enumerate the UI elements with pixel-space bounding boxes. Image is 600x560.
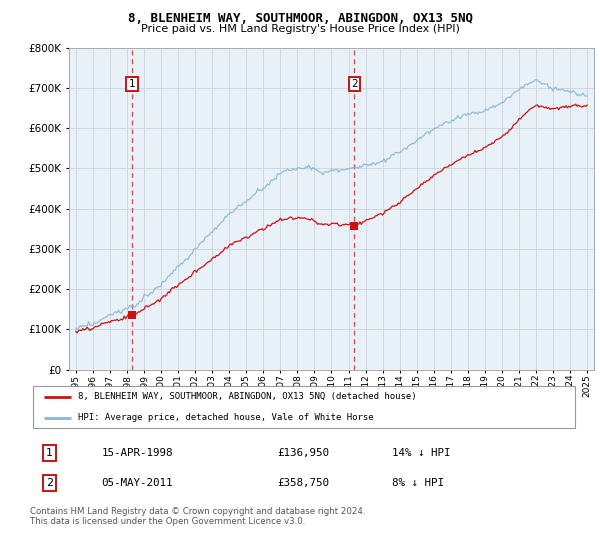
Text: 14% ↓ HPI: 14% ↓ HPI (392, 448, 451, 458)
Text: 8, BLENHEIM WAY, SOUTHMOOR, ABINGDON, OX13 5NQ: 8, BLENHEIM WAY, SOUTHMOOR, ABINGDON, OX… (128, 12, 473, 25)
Text: 8% ↓ HPI: 8% ↓ HPI (392, 478, 445, 488)
Text: £136,950: £136,950 (277, 448, 329, 458)
Text: Contains HM Land Registry data © Crown copyright and database right 2024.
This d: Contains HM Land Registry data © Crown c… (30, 507, 365, 526)
Text: 15-APR-1998: 15-APR-1998 (101, 448, 173, 458)
Text: 1: 1 (46, 448, 53, 458)
Text: 1: 1 (128, 79, 135, 89)
FancyBboxPatch shape (33, 386, 575, 428)
Text: 2: 2 (46, 478, 53, 488)
Text: 05-MAY-2011: 05-MAY-2011 (101, 478, 173, 488)
Text: Price paid vs. HM Land Registry's House Price Index (HPI): Price paid vs. HM Land Registry's House … (140, 24, 460, 34)
Text: 8, BLENHEIM WAY, SOUTHMOOR, ABINGDON, OX13 5NQ (detached house): 8, BLENHEIM WAY, SOUTHMOOR, ABINGDON, OX… (79, 392, 417, 401)
Text: 2: 2 (351, 79, 358, 89)
Text: £358,750: £358,750 (277, 478, 329, 488)
Text: HPI: Average price, detached house, Vale of White Horse: HPI: Average price, detached house, Vale… (79, 413, 374, 422)
